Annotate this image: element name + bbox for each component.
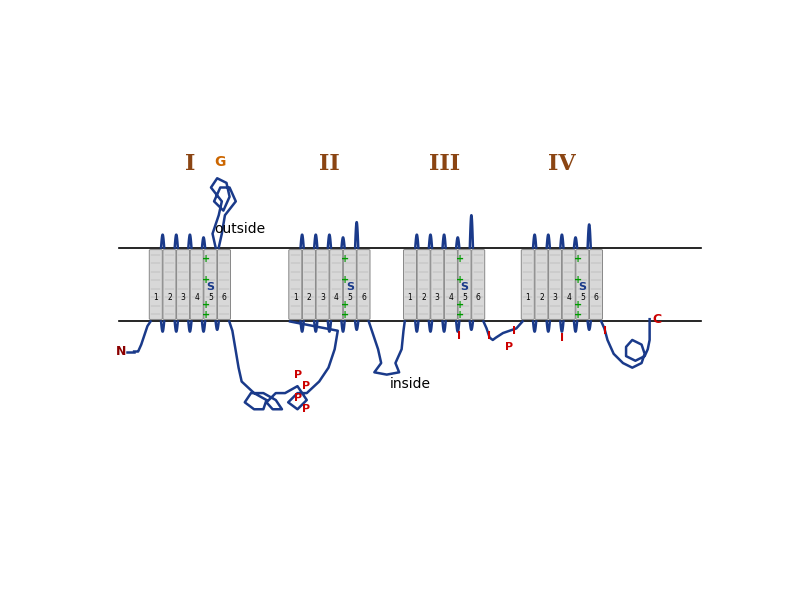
Text: S: S bbox=[206, 282, 214, 292]
Text: +: + bbox=[202, 310, 210, 320]
Text: P: P bbox=[294, 393, 302, 403]
Text: P: P bbox=[302, 381, 310, 391]
Text: I: I bbox=[603, 326, 607, 336]
Text: S: S bbox=[461, 282, 469, 292]
Text: 1: 1 bbox=[154, 293, 158, 302]
Text: 4: 4 bbox=[449, 293, 454, 302]
FancyBboxPatch shape bbox=[403, 250, 417, 319]
Text: P: P bbox=[302, 404, 310, 414]
Text: 2: 2 bbox=[539, 293, 544, 302]
Text: I: I bbox=[458, 331, 462, 341]
Text: 6: 6 bbox=[476, 293, 481, 302]
Text: inside: inside bbox=[390, 377, 430, 391]
FancyBboxPatch shape bbox=[177, 250, 190, 319]
Text: 5: 5 bbox=[347, 293, 352, 302]
Text: +: + bbox=[341, 310, 350, 320]
Text: +: + bbox=[341, 301, 350, 310]
FancyBboxPatch shape bbox=[590, 250, 602, 319]
Text: 3: 3 bbox=[181, 293, 186, 302]
Text: +: + bbox=[341, 275, 350, 285]
Text: +: + bbox=[574, 254, 582, 264]
Text: C: C bbox=[652, 313, 662, 326]
Text: +: + bbox=[574, 310, 582, 320]
Text: I: I bbox=[486, 331, 490, 341]
Text: P: P bbox=[505, 342, 514, 352]
Text: 6: 6 bbox=[594, 293, 598, 302]
FancyBboxPatch shape bbox=[302, 250, 315, 319]
Text: III: III bbox=[429, 154, 460, 175]
FancyBboxPatch shape bbox=[417, 250, 430, 319]
Text: +: + bbox=[202, 301, 210, 310]
Text: 5: 5 bbox=[462, 293, 467, 302]
FancyBboxPatch shape bbox=[163, 250, 176, 319]
Text: 6: 6 bbox=[222, 293, 226, 302]
Text: +: + bbox=[456, 254, 464, 264]
Text: 4: 4 bbox=[334, 293, 338, 302]
Text: 3: 3 bbox=[435, 293, 440, 302]
Text: 5: 5 bbox=[580, 293, 585, 302]
Text: 3: 3 bbox=[553, 293, 558, 302]
FancyBboxPatch shape bbox=[204, 250, 217, 319]
FancyBboxPatch shape bbox=[316, 250, 329, 319]
Text: S: S bbox=[346, 282, 354, 292]
Text: G: G bbox=[214, 155, 226, 169]
Text: +: + bbox=[574, 275, 582, 285]
Text: outside: outside bbox=[214, 222, 265, 236]
Text: +: + bbox=[456, 301, 464, 310]
Text: +: + bbox=[574, 301, 582, 310]
FancyBboxPatch shape bbox=[458, 250, 471, 319]
FancyBboxPatch shape bbox=[472, 250, 485, 319]
Text: 5: 5 bbox=[208, 293, 213, 302]
Text: 3: 3 bbox=[320, 293, 325, 302]
Text: N: N bbox=[116, 345, 126, 358]
Text: +: + bbox=[202, 275, 210, 285]
FancyBboxPatch shape bbox=[445, 250, 458, 319]
FancyBboxPatch shape bbox=[330, 250, 342, 319]
Text: 4: 4 bbox=[194, 293, 199, 302]
Text: P: P bbox=[294, 370, 302, 380]
Text: +: + bbox=[202, 254, 210, 264]
FancyBboxPatch shape bbox=[562, 250, 575, 319]
Text: +: + bbox=[456, 275, 464, 285]
Text: I: I bbox=[185, 154, 195, 175]
Text: 4: 4 bbox=[566, 293, 571, 302]
FancyBboxPatch shape bbox=[357, 250, 370, 319]
Text: S: S bbox=[578, 282, 586, 292]
Text: 6: 6 bbox=[361, 293, 366, 302]
FancyBboxPatch shape bbox=[430, 250, 444, 319]
FancyBboxPatch shape bbox=[549, 250, 562, 319]
Text: +: + bbox=[341, 254, 350, 264]
Text: 1: 1 bbox=[293, 293, 298, 302]
Text: 1: 1 bbox=[526, 293, 530, 302]
FancyBboxPatch shape bbox=[535, 250, 548, 319]
FancyBboxPatch shape bbox=[150, 250, 162, 319]
FancyBboxPatch shape bbox=[522, 250, 534, 319]
Text: +: + bbox=[456, 310, 464, 320]
FancyBboxPatch shape bbox=[289, 250, 302, 319]
FancyBboxPatch shape bbox=[190, 250, 203, 319]
Text: 1: 1 bbox=[408, 293, 412, 302]
Text: I: I bbox=[560, 333, 564, 343]
Text: IV: IV bbox=[548, 154, 576, 175]
Text: 2: 2 bbox=[306, 293, 311, 302]
Text: 2: 2 bbox=[167, 293, 172, 302]
Text: I: I bbox=[512, 326, 516, 336]
FancyBboxPatch shape bbox=[218, 250, 230, 319]
FancyBboxPatch shape bbox=[343, 250, 356, 319]
Text: II: II bbox=[319, 154, 340, 175]
Text: 2: 2 bbox=[422, 293, 426, 302]
FancyBboxPatch shape bbox=[576, 250, 589, 319]
